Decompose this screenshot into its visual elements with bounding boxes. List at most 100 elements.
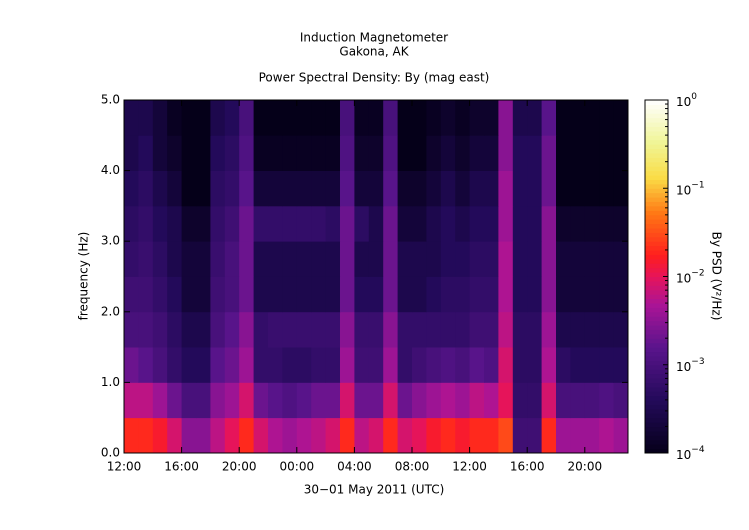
x-tick-label: 08:00 — [395, 460, 430, 474]
colorbar-tick-label: 10−1 — [676, 180, 705, 197]
cell — [426, 241, 442, 277]
cell — [268, 100, 283, 136]
cell — [296, 347, 312, 383]
cell — [455, 382, 470, 419]
cell — [440, 241, 456, 277]
cell — [383, 311, 398, 348]
colorbar-swatch — [645, 342, 668, 348]
cell — [268, 347, 283, 383]
cell — [469, 170, 485, 207]
cell — [412, 311, 427, 348]
colorbar-tick-base: 10 — [676, 271, 691, 285]
cell — [239, 347, 254, 383]
colorbar-tick-label: 100 — [676, 92, 697, 109]
cell — [325, 205, 341, 242]
cell — [181, 205, 197, 242]
colorbar-tick-exp: −3 — [691, 356, 704, 366]
cell — [224, 205, 240, 242]
cell — [138, 241, 154, 277]
cell — [599, 241, 614, 277]
cell — [325, 241, 341, 277]
cell — [253, 241, 269, 277]
y-tick-label: 4.0 — [101, 163, 120, 177]
colorbar-tick-base: 10 — [676, 183, 691, 197]
cell — [469, 382, 485, 419]
cell — [296, 100, 312, 136]
cell — [167, 241, 182, 277]
cell — [152, 417, 168, 454]
cell — [426, 205, 442, 242]
colorbar-swatch — [645, 214, 668, 220]
cell — [253, 417, 269, 454]
cell — [124, 347, 139, 383]
cell — [397, 276, 413, 313]
cell — [556, 170, 571, 207]
cell — [512, 100, 528, 136]
x-tick-label: 16:00 — [510, 460, 545, 474]
cell — [224, 276, 240, 313]
cell — [527, 170, 542, 207]
colorbar-swatch — [645, 188, 668, 194]
cell — [224, 347, 240, 383]
cell — [469, 241, 485, 277]
colorbar-tick-exp: −2 — [691, 268, 704, 278]
cell — [613, 100, 629, 136]
cell — [138, 417, 154, 454]
cell — [210, 311, 226, 348]
cell — [484, 382, 499, 419]
cell — [584, 135, 600, 171]
cell — [181, 382, 197, 419]
cell — [253, 135, 269, 171]
cell — [282, 100, 298, 136]
cell — [484, 100, 499, 136]
colorbar-swatch — [645, 250, 668, 255]
colorbar-swatch — [645, 276, 668, 282]
cell — [383, 276, 398, 313]
cell — [541, 170, 557, 207]
cell — [167, 276, 182, 313]
cell — [599, 347, 614, 383]
colorbar-swatch — [645, 175, 668, 180]
cell — [340, 100, 355, 136]
cell — [556, 205, 571, 242]
colorbar-swatch — [645, 289, 668, 295]
cell — [469, 100, 485, 136]
cell — [354, 311, 370, 348]
cell — [340, 276, 355, 313]
cell — [455, 100, 470, 136]
cell — [354, 347, 370, 383]
cell — [354, 382, 370, 419]
colorbar-swatch — [645, 183, 668, 189]
cell — [124, 417, 139, 454]
colorbar-swatch — [645, 307, 668, 313]
cell — [455, 241, 470, 277]
cell — [253, 100, 269, 136]
cell — [599, 417, 614, 454]
chart-title: Induction Magnetometer — [300, 31, 448, 45]
cell — [210, 382, 226, 419]
cell — [268, 241, 283, 277]
cell — [311, 170, 326, 207]
cell — [599, 135, 614, 171]
cell — [282, 382, 298, 419]
cell — [325, 311, 341, 348]
cell — [383, 100, 398, 136]
cell — [469, 205, 485, 242]
colorbar-swatch — [645, 135, 668, 141]
cell — [527, 382, 542, 419]
cell — [368, 347, 384, 383]
cell — [570, 276, 586, 313]
cell — [210, 135, 226, 171]
cell — [368, 241, 384, 277]
cell — [210, 205, 226, 242]
cell — [152, 382, 168, 419]
cell — [340, 382, 355, 419]
cell — [613, 276, 629, 313]
cell — [239, 417, 254, 454]
cell — [368, 382, 384, 419]
cell — [455, 417, 470, 454]
colorbar-swatch — [645, 197, 668, 202]
cell — [440, 170, 456, 207]
colorbar-swatch — [645, 377, 668, 383]
cell — [440, 382, 456, 419]
